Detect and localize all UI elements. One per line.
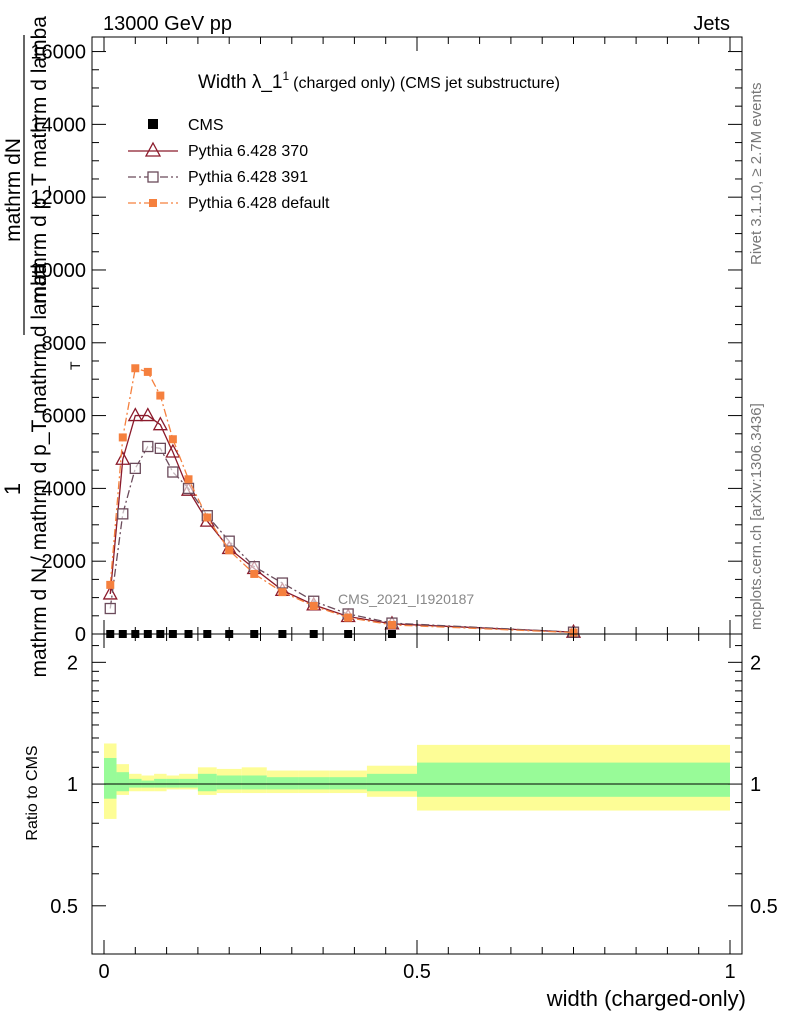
ratio-inner-band [154, 778, 167, 788]
series-point-p370 [165, 443, 181, 458]
ratio-y-tick-label: 1 [67, 774, 78, 796]
x-tick-label: 1 [724, 961, 735, 983]
main-y-tick-label: 16000 [30, 42, 86, 64]
ratio-inner-band [129, 778, 142, 788]
series-point-pdef [387, 620, 396, 629]
ratio-y-tick-label-right: 1 [750, 774, 761, 796]
ratio-inner-band [366, 773, 417, 792]
ratio-inner-band [216, 775, 242, 790]
legend-label-p370: Pythia 6.428 370 [188, 143, 308, 160]
y-label-one: 1 [0, 483, 25, 495]
main-title-text: Width λ_1 [198, 72, 282, 93]
series-point-pdef [131, 364, 140, 373]
series-point-pdef [168, 435, 177, 444]
ratio-y-tick-label: 0.5 [50, 896, 78, 918]
series-point-pdef [278, 588, 287, 597]
ratio-inner-band [179, 778, 198, 788]
series-point-p370 [140, 407, 156, 422]
series-point-pdef [309, 601, 318, 610]
legend-marker-p370 [144, 141, 162, 157]
ratio-inner-band [166, 778, 180, 788]
main-series-layer [102, 364, 582, 638]
series-point-pdef [225, 546, 234, 555]
series-point-p391 [117, 508, 129, 520]
series-point-pdef [184, 475, 193, 484]
legend: CMS Pythia 6.428 370 Pythia 6.428 391 Py… [128, 117, 330, 212]
main-title: Width λ_11 (charged only) (CMS jet substr… [198, 69, 560, 93]
legend-marker-pdef [149, 199, 157, 207]
main-y-axis-label: 1 mathrm dN mathrm d p_T mathrm d lamba … [0, 16, 83, 678]
main-y-tick-label: 8000 [42, 333, 87, 355]
ratio-inner-band [417, 762, 730, 797]
series-point-p391 [167, 466, 179, 478]
series-point-pdef [344, 613, 353, 622]
ratio-y-tick-label-right: 2 [750, 652, 761, 674]
ratio-inner-band [298, 777, 330, 790]
main-title-superscript: 1 [282, 69, 289, 83]
series-point-pdef [156, 391, 165, 400]
legend-marker-cms [148, 119, 158, 129]
ratio-inner-band [116, 772, 130, 792]
series-point-p391 [129, 462, 141, 475]
legend-label-cms: CMS [188, 117, 224, 134]
ratio-inner-band [329, 777, 367, 790]
ratio-y-label: Ratio to CMS [24, 745, 41, 840]
main-axis-ticks: 0 2000 4000 6000 8000 10000 12000 14000 16000 [30, 37, 742, 646]
series-point-p391 [276, 577, 289, 589]
mcplots-label: mcplots.cern.ch [arXiv:1306.3436] [748, 403, 765, 630]
series-point-pdef [250, 569, 259, 578]
series-point-p391 [154, 442, 166, 454]
series-point-p370 [115, 450, 131, 465]
ratio-bands [104, 743, 730, 819]
y-label-numerator: mathrm dN [2, 138, 25, 242]
y-label-main-fraction: mathrm d N / mathrm d p_T mathrm d lamba [28, 262, 51, 677]
main-y-tick-label: 6000 [42, 406, 87, 428]
series-point-pdef [106, 580, 115, 589]
y-label-denominator: mathrm d p_T mathrm d lamba [28, 16, 51, 304]
series-point-pdef [203, 513, 212, 522]
main-title-suffix: (charged only) (CMS jet substructure) [293, 75, 560, 92]
energy-label: 13000 GeV pp [103, 13, 232, 35]
ratio-axis-ticks: 0.5 0.5 1 1 2 2 0 0.5 1 [50, 634, 778, 983]
series-point-p370 [127, 407, 143, 422]
y-label-subscript: T [67, 361, 83, 370]
category-label: Jets [693, 13, 730, 35]
main-y-tick-label: 10000 [30, 260, 86, 282]
x-axis-label: width (charged-only) [546, 986, 746, 1011]
series-point-pdef [118, 433, 127, 442]
analysis-watermark: CMS_2021_I1920187 [338, 591, 474, 607]
rivet-label: Rivet 3.1.10, ≥ 2.7M events [748, 83, 765, 266]
main-y-tick-label: 2000 [42, 551, 87, 573]
ratio-inner-band [241, 775, 267, 790]
main-y-tick-label: 12000 [30, 187, 86, 209]
series-point-p391 [142, 440, 154, 453]
series-point-p370 [102, 585, 118, 600]
ratio-y-tick-label-right: 0.5 [750, 896, 778, 918]
main-y-tick-label: 14000 [30, 114, 86, 136]
series-point-p391 [182, 482, 195, 495]
legend-label-pdef: Pythia 6.428 default [188, 195, 330, 212]
main-y-tick-label: 4000 [42, 478, 87, 500]
series-point-p370 [152, 416, 168, 431]
ratio-inner-band [266, 777, 299, 790]
series-point-pdef [143, 367, 152, 376]
main-y-tick-label: 0 [75, 624, 86, 646]
ratio-inner-band [104, 757, 117, 799]
legend-label-p391: Pythia 6.428 391 [188, 169, 308, 186]
x-tick-label: 0.5 [403, 961, 431, 983]
x-tick-label: 0 [98, 961, 109, 983]
ratio-y-tick-label: 2 [67, 652, 78, 674]
series-point-p391 [223, 535, 235, 547]
legend-marker-p391 [147, 171, 159, 183]
series-point-p391 [104, 602, 116, 615]
ratio-inner-band [197, 773, 217, 792]
